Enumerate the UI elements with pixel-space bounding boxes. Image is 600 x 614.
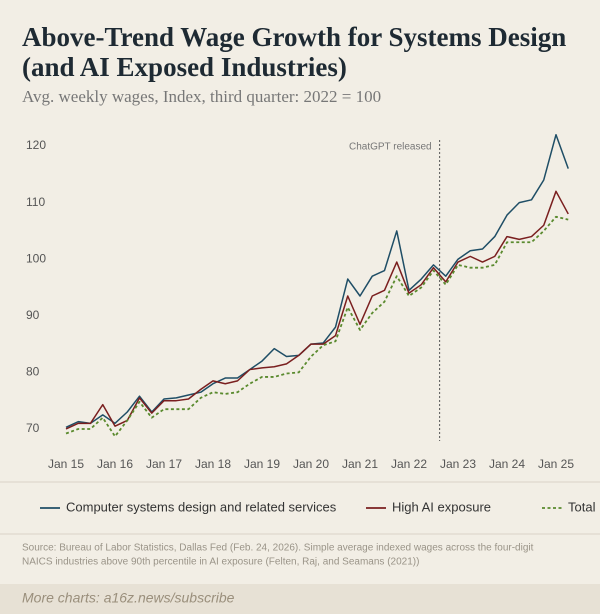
- x-tick-label: Jan 19: [244, 457, 280, 471]
- footer-band: [0, 584, 600, 614]
- x-tick-label: Jan 21: [342, 457, 378, 471]
- y-tick-label: 90: [26, 308, 40, 322]
- x-tick-label: Jan 22: [391, 457, 427, 471]
- x-tick-label: Jan 23: [440, 457, 476, 471]
- y-tick-label: 70: [26, 421, 40, 435]
- y-tick-label: 120: [26, 138, 46, 152]
- x-tick-label: Jan 16: [97, 457, 133, 471]
- legend-label: Computer systems design and related serv…: [66, 499, 337, 514]
- x-tick-label: Jan 25: [538, 457, 574, 471]
- x-tick-label: Jan 18: [195, 457, 231, 471]
- footer: More charts: a16z.news/subscribe: [22, 590, 235, 606]
- series-line: [65, 190, 569, 430]
- y-tick-label: 80: [26, 365, 40, 379]
- x-tick-label: Jan 15: [48, 457, 84, 471]
- chart-title: Above-Trend Wage Growth for Systems Desi…: [22, 22, 566, 52]
- legend-label: Total: [568, 499, 596, 514]
- chart-subtitle: Avg. weekly wages, Index, third quarter:…: [22, 87, 381, 106]
- legend-label: High AI exposure: [392, 499, 491, 514]
- x-tick-label: Jan 17: [146, 457, 182, 471]
- y-tick-label: 110: [26, 195, 45, 209]
- source-note: Source: Bureau of Labor Statistics, Dall…: [22, 543, 534, 554]
- series-line: [65, 215, 569, 438]
- x-tick-label: Jan 24: [489, 457, 525, 471]
- x-tick-label: Jan 20: [293, 457, 329, 471]
- source-note: NAICS industries above 90th percentile i…: [22, 557, 419, 568]
- chart-title: (and AI Exposed Industries): [22, 52, 347, 82]
- y-tick-label: 100: [26, 251, 46, 265]
- annotation-label: ChatGPT released: [349, 142, 432, 153]
